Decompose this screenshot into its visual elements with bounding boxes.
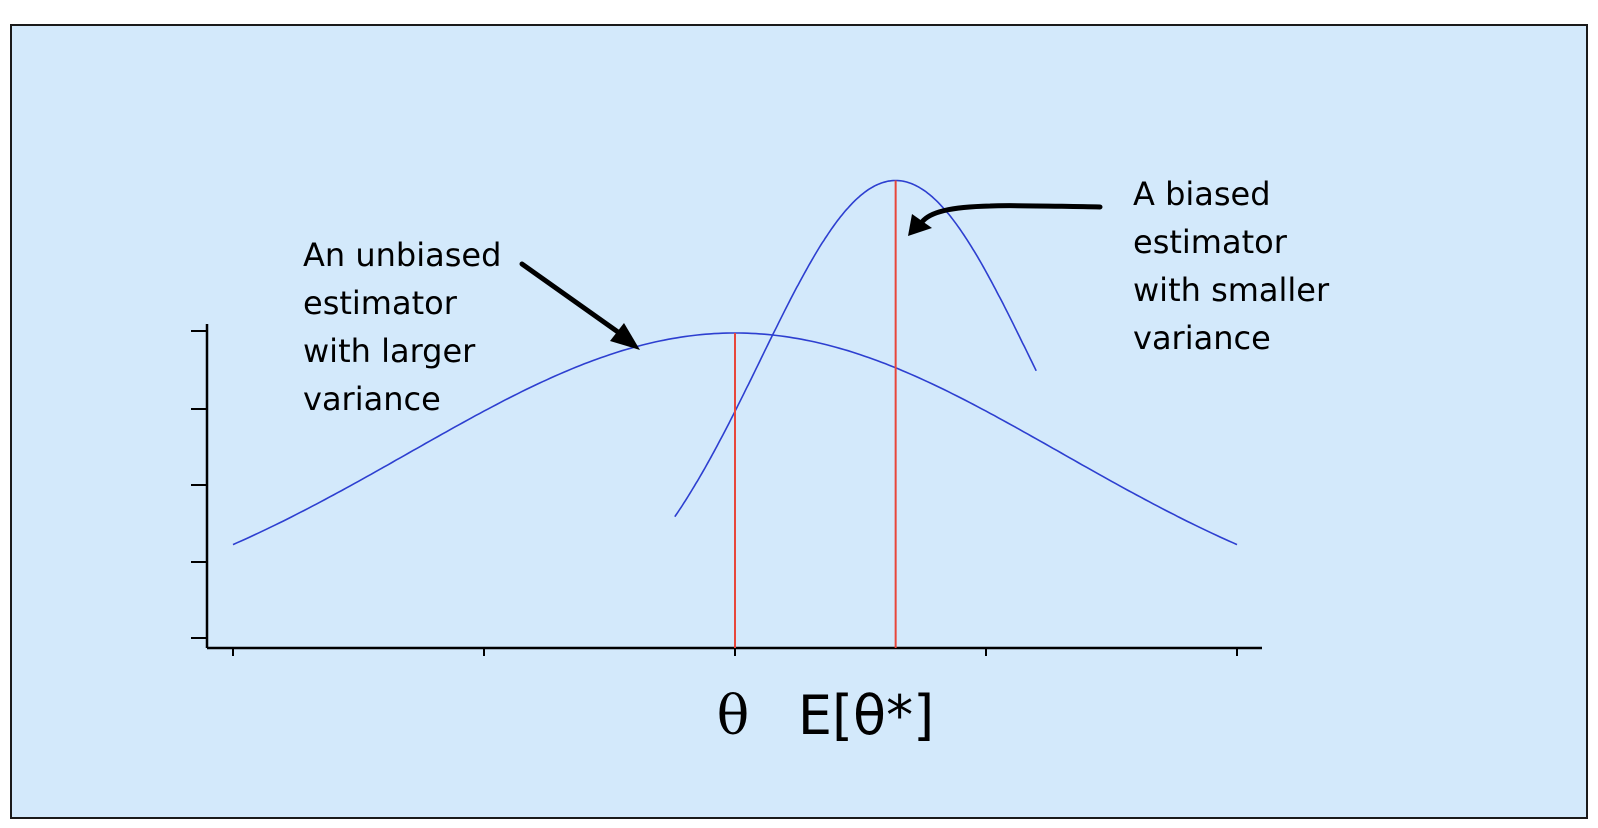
y-ticks: [191, 330, 207, 639]
unbiased-line: with larger: [303, 332, 476, 370]
biased-line: with smaller: [1133, 271, 1330, 309]
biased-arrow: [908, 203, 1103, 236]
unbiased-line: estimator: [303, 284, 458, 322]
unbiased-line: variance: [303, 380, 441, 418]
biased-annotation: A biased estimator with smaller variance: [1133, 175, 1339, 357]
biased-line: variance: [1133, 319, 1271, 357]
biased-distribution-curve: [674, 179, 1037, 518]
diagram-frame: [10, 24, 1588, 819]
theta-label: θ: [717, 684, 750, 747]
unbiased-line: An unbiased: [303, 236, 501, 274]
biased-line: estimator: [1133, 223, 1288, 261]
x-ticks: [232, 648, 1238, 656]
unbiased-annotation: An unbiased estimator with larger varian…: [303, 236, 512, 418]
axes: [191, 324, 1262, 656]
biased-line: A biased: [1133, 175, 1271, 213]
unbiased-arrow: [519, 261, 640, 350]
expected-theta-star-label: E[θ*]: [798, 684, 934, 747]
